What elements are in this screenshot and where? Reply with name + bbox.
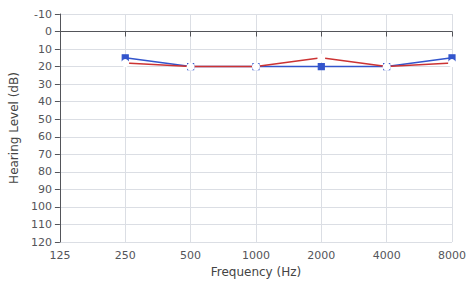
svg-text:120: 120 [31, 236, 52, 249]
svg-text:250: 250 [115, 249, 136, 262]
svg-text:60: 60 [38, 130, 52, 143]
svg-text:-10: -10 [34, 8, 52, 21]
svg-text:70: 70 [38, 148, 52, 161]
svg-text:Frequency (Hz): Frequency (Hz) [211, 265, 302, 279]
svg-text:8000: 8000 [438, 249, 466, 262]
svg-text:40: 40 [38, 95, 52, 108]
svg-text:1000: 1000 [242, 249, 270, 262]
svg-text:110: 110 [31, 218, 52, 231]
svg-text:500: 500 [180, 249, 201, 262]
svg-text:20: 20 [38, 60, 52, 73]
svg-text:10: 10 [38, 43, 52, 56]
svg-text:Hearing Level (dB): Hearing Level (dB) [7, 72, 21, 184]
svg-text:100: 100 [31, 200, 52, 213]
svg-text:4000: 4000 [373, 249, 401, 262]
svg-text:90: 90 [38, 183, 52, 196]
svg-text:50: 50 [38, 113, 52, 126]
svg-text:0: 0 [45, 25, 52, 38]
svg-text:2000: 2000 [307, 249, 335, 262]
svg-text:125: 125 [49, 249, 70, 262]
svg-text:80: 80 [38, 165, 52, 178]
svg-text:30: 30 [38, 78, 52, 91]
